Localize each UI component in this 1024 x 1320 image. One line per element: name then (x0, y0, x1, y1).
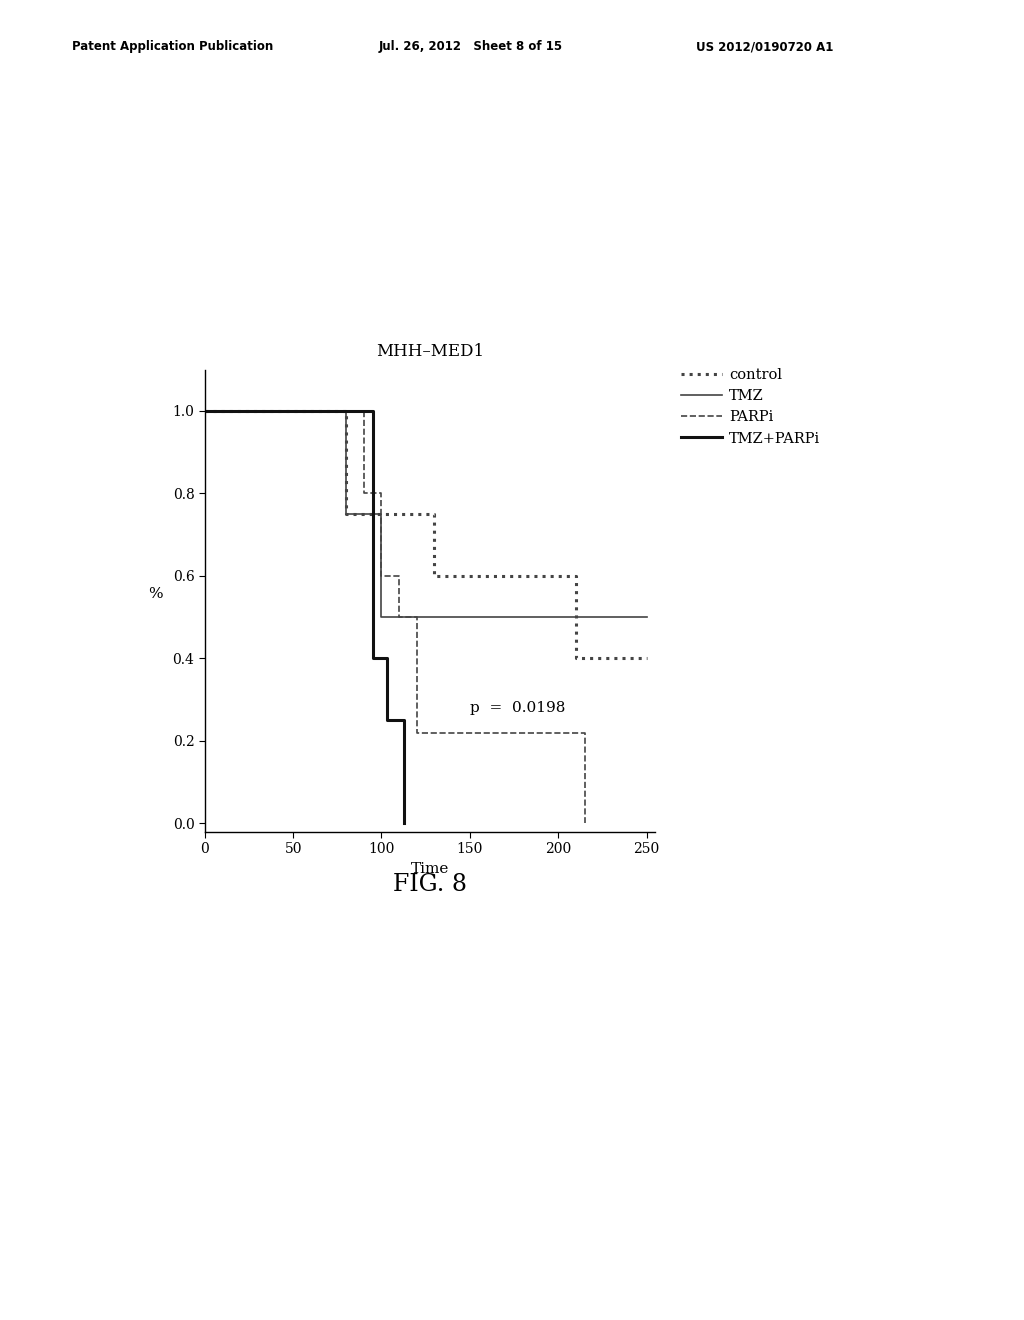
X-axis label: Time: Time (411, 862, 450, 875)
Title: MHH–MED1: MHH–MED1 (376, 343, 484, 360)
Text: Jul. 26, 2012   Sheet 8 of 15: Jul. 26, 2012 Sheet 8 of 15 (379, 40, 563, 53)
Text: p  =  0.0198: p = 0.0198 (470, 701, 565, 715)
Text: US 2012/0190720 A1: US 2012/0190720 A1 (696, 40, 834, 53)
Text: Patent Application Publication: Patent Application Publication (72, 40, 273, 53)
Y-axis label: %: % (148, 586, 163, 601)
Text: FIG. 8: FIG. 8 (393, 873, 467, 896)
Legend: control, TMZ, PARPi, TMZ+PARPi: control, TMZ, PARPi, TMZ+PARPi (681, 368, 820, 446)
